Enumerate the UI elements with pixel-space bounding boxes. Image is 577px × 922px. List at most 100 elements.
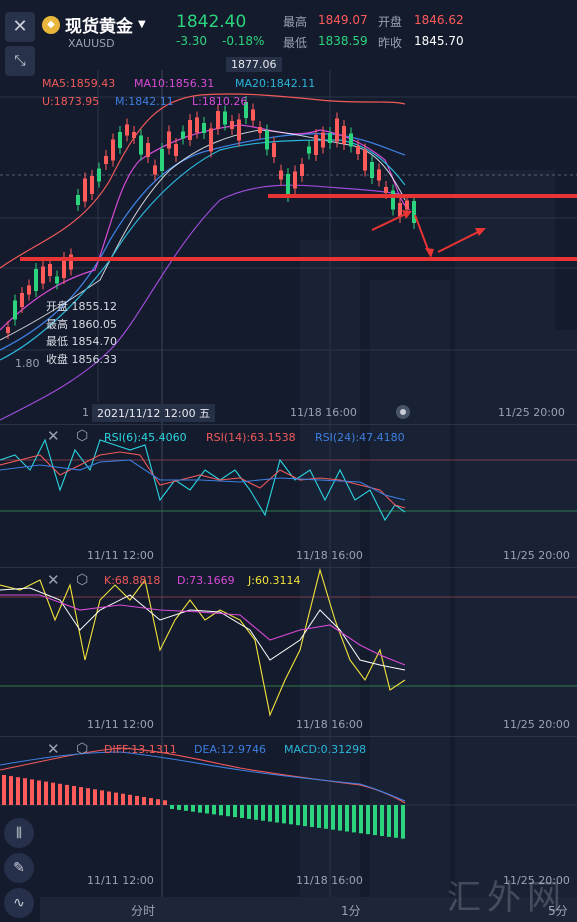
candle-body [405, 200, 409, 210]
candle-body [335, 118, 339, 142]
price-change-pct: -0.18% [222, 34, 265, 48]
candle-body [370, 162, 374, 178]
current-price: 1842.40 [176, 12, 247, 32]
macd-bar [373, 805, 377, 836]
candle-body [328, 133, 332, 143]
line-tool-button[interactable]: ∿ [4, 888, 34, 918]
line-chart-icon: ∿ [13, 895, 25, 911]
instrument-symbol: XAUUSD [68, 37, 115, 50]
kdj-close-button[interactable]: ✕ [47, 571, 60, 589]
candle-body [230, 121, 234, 129]
candle-body [125, 124, 129, 136]
rsi-close-button[interactable]: ✕ [47, 427, 60, 445]
high-label: 最高 [283, 15, 308, 29]
macd-bar [135, 795, 139, 805]
candle-body [265, 130, 269, 150]
macd-bar [9, 776, 13, 805]
candle-body [69, 254, 73, 270]
tab-5-minute[interactable]: 5分 [548, 904, 568, 918]
candle-body [272, 143, 276, 157]
candle-body [55, 276, 59, 284]
macd-bar [268, 805, 272, 822]
instrument-selector[interactable]: ◆ 现货黄金 ▼ [42, 12, 146, 37]
macd-bar [65, 784, 69, 805]
macd-value-label: MACD:0.31298 [284, 743, 367, 756]
low-label: 最低 [283, 36, 308, 50]
candle-body [181, 131, 185, 139]
prev-close-value: 1845.70 [414, 34, 464, 48]
collapse-button[interactable]: ⤡ [5, 46, 35, 76]
candle-body [251, 109, 255, 121]
macd-bar [205, 805, 209, 814]
macd-bar [72, 786, 76, 805]
rsi-x-right: 11/25 20:00 [503, 549, 570, 562]
kdj-x-left: 11/11 12:00 [87, 718, 154, 731]
close-button[interactable]: ✕ [5, 12, 35, 42]
macd-bar [352, 805, 356, 833]
candle-body [111, 139, 115, 161]
boll-u-label: U:1873.95 [42, 95, 100, 108]
candle-body [202, 123, 206, 133]
rsi6-label: RSI(6):45.4060 [104, 431, 187, 444]
indicator-tool-button[interactable]: ⫼ [4, 818, 34, 848]
macd-bar [401, 805, 405, 839]
candle-body [62, 258, 66, 278]
candle-body [195, 117, 199, 133]
open-value: 1846.62 [414, 13, 464, 27]
rsi-x-left: 11/11 12:00 [87, 549, 154, 562]
macd-bar [219, 805, 223, 816]
rsi14-label: RSI(14):63.1538 [206, 431, 296, 444]
kdj-k-label: K:68.8818 [104, 574, 161, 587]
macd-bar [324, 805, 328, 829]
ma20-label: MA20:1842.11 [235, 77, 316, 90]
macd-bar [128, 794, 132, 805]
macd-dea-label: DEA:12.9746 [194, 743, 266, 756]
draw-tool-button[interactable]: ✎ [4, 853, 34, 883]
crosshair-left-tick: 1 [82, 406, 89, 419]
macd-bar [86, 788, 90, 805]
max-marker: 1877.06 [226, 57, 282, 72]
gear-icon: ⬡ [76, 428, 89, 444]
macd-bar [114, 792, 118, 805]
macd-bar [317, 805, 321, 828]
price-axis-label: 1.80 [15, 357, 40, 370]
candle-body [300, 164, 304, 176]
tab-time-share[interactable]: 分时 [131, 904, 156, 918]
rsi-settings-button[interactable]: ⬡ [76, 428, 88, 444]
macd-bar [142, 797, 146, 805]
macd-bar [240, 805, 244, 818]
candle-body [314, 135, 318, 155]
price-change: -3.30 [176, 34, 208, 48]
kdj-settings-button[interactable]: ⬡ [76, 572, 88, 588]
macd-bar [247, 805, 251, 819]
macd-bar [23, 778, 27, 805]
macd-bar [44, 781, 48, 805]
candle-body [118, 132, 122, 148]
macd-settings-button[interactable]: ⬡ [76, 741, 88, 757]
candle-body [321, 132, 325, 148]
macd-bar [107, 791, 111, 805]
candle-body [132, 132, 136, 138]
candle-body [174, 144, 178, 156]
candle-body [244, 102, 248, 118]
macd-close-button[interactable]: ✕ [47, 740, 60, 758]
macd-bar [163, 800, 167, 805]
macd-bar [156, 799, 160, 805]
macd-bar [331, 805, 335, 830]
close-icon: ✕ [47, 740, 60, 758]
ma5-label: MA5:1859.43 [42, 77, 116, 90]
rsi24-label: RSI(24):47.4180 [315, 431, 405, 444]
tab-1-minute[interactable]: 1分 [341, 904, 361, 918]
candle-body [293, 171, 297, 189]
macd-bar [16, 777, 20, 805]
candle-body [237, 119, 241, 141]
candle-body [83, 178, 87, 202]
candle-body [356, 146, 360, 154]
macd-bar [261, 805, 265, 821]
macd-bar [338, 805, 342, 831]
macd-x-right: 11/25 20:00 [503, 874, 570, 887]
macd-bar [233, 805, 237, 818]
macd-bar [191, 805, 195, 812]
macd-bar [394, 805, 398, 838]
